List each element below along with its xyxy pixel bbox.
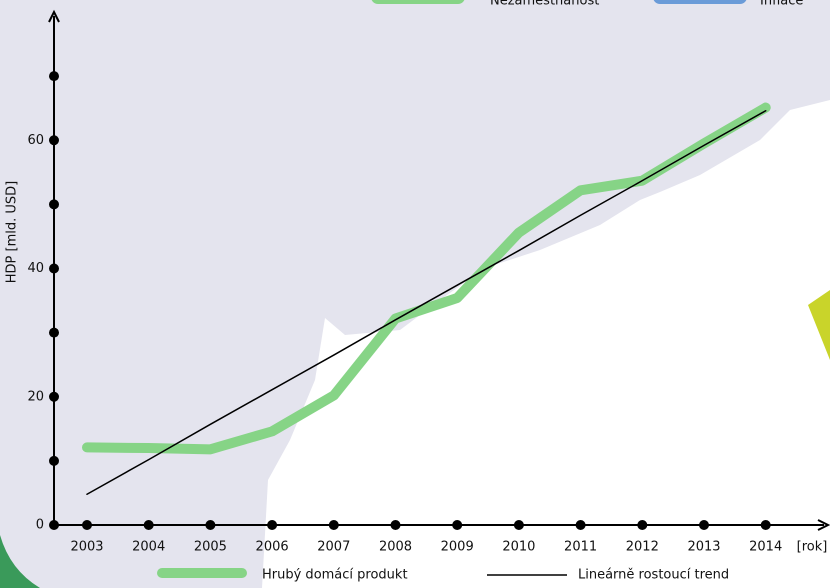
x-tick-label: 2004 (132, 540, 165, 555)
x-tick (143, 520, 154, 530)
y-tick-label: 60 (27, 133, 44, 148)
x-tick (760, 520, 771, 530)
x-tick-label: 2011 (564, 540, 597, 555)
legend-label: Inflace (760, 0, 803, 9)
corner-decoration (0, 535, 40, 588)
legend-label: Nezaměstnanost (490, 0, 599, 9)
x-tick (575, 520, 586, 530)
legend-label: Lineárně rostoucí trend (578, 568, 729, 583)
x-tick (328, 520, 339, 530)
x-tick (637, 520, 648, 530)
arrow-decoration (808, 290, 830, 360)
y-tick (49, 263, 59, 274)
legend-label: Hrubý domácí produkt (262, 568, 408, 583)
y-minor-tick (49, 455, 59, 466)
y-tick (49, 135, 59, 146)
y-tick (49, 391, 59, 402)
x-tick-label: 2010 (502, 540, 535, 555)
x-tick (699, 520, 709, 530)
x-tick (267, 520, 278, 530)
y-axis-label: HDP [mld. USD] (5, 181, 20, 283)
x-axis-label: [rok] (797, 540, 828, 555)
y-tick (49, 520, 59, 530)
x-tick (452, 520, 463, 530)
x-tick (513, 520, 524, 530)
x-tick (390, 520, 401, 530)
x-axis-arrow (817, 519, 830, 531)
x-tick-label: 2006 (256, 540, 289, 555)
y-minor-tick (49, 71, 59, 82)
x-tick-label: 2007 (317, 540, 350, 555)
x-tick-label: 2013 (687, 540, 720, 555)
x-tick-label: 2008 (379, 540, 412, 555)
x-tick-label: 2014 (749, 540, 782, 555)
data-line (86, 110, 767, 495)
x-tick-label: 2009 (441, 540, 474, 555)
y-tick-label: 20 (27, 389, 44, 404)
map-land (262, 100, 830, 588)
x-tick (205, 520, 216, 530)
y-minor-tick (49, 327, 59, 338)
y-minor-tick (49, 199, 59, 210)
x-tick-label: 2012 (626, 540, 659, 555)
x-tick (82, 520, 92, 530)
y-tick-label: 0 (36, 518, 44, 533)
y-axis-arrow (48, 9, 60, 23)
x-tick-label: 2005 (194, 540, 227, 555)
x-tick-label: 2003 (70, 540, 103, 555)
y-tick-label: 40 (27, 261, 44, 276)
